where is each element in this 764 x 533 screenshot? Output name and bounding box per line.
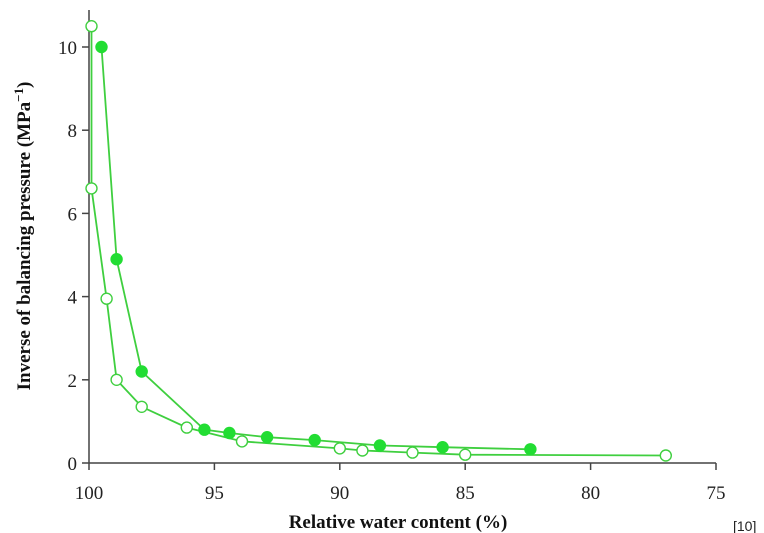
- open-data-point: [235, 435, 249, 448]
- filled-data-point: [524, 443, 537, 456]
- open-data-point: [85, 20, 98, 33]
- filled-data-point: [308, 433, 321, 447]
- y-tick-label: 8: [68, 121, 78, 142]
- x-tick-label: 95: [205, 483, 224, 504]
- open-data-point: [110, 373, 123, 386]
- open-data-point: [333, 442, 346, 455]
- open-data-point: [356, 444, 369, 457]
- y-axis-title-main: Inverse of balancing pressure (MPa: [14, 101, 35, 390]
- open-data-point: [659, 449, 672, 462]
- open-data-point: [85, 182, 98, 195]
- series-line: [90, 26, 666, 457]
- y-tick-label: 2: [68, 371, 78, 392]
- open-data-point: [459, 448, 472, 461]
- open-data-point: [406, 446, 419, 459]
- y-tick-label: 6: [68, 204, 78, 225]
- y-tick-label: 0: [68, 454, 78, 475]
- y-axis-title: Inverse of balancing pressure (MPa−1): [11, 82, 35, 391]
- open-data-point: [100, 292, 113, 305]
- reference-label: [10]: [733, 518, 756, 533]
- filled-data-point: [198, 423, 211, 436]
- series-line: [100, 46, 531, 451]
- filled-data-point: [436, 441, 449, 454]
- y-tick-label: 4: [68, 288, 78, 309]
- filled-data-point: [135, 365, 148, 378]
- x-tick-label: 100: [75, 483, 104, 504]
- filled-data-point: [260, 431, 274, 444]
- filled-data-point: [223, 426, 236, 440]
- open-data-point: [180, 421, 194, 434]
- open-data-point: [135, 400, 148, 413]
- y-axis-title-sup: −1: [11, 88, 26, 102]
- axes: [88, 10, 716, 464]
- x-axis-title: Relative water content (%): [289, 512, 508, 533]
- series: [85, 20, 672, 462]
- filled-data-point: [110, 253, 123, 266]
- ticks: 100 95 90 85 80 75 0 2 4 6 8 10: [58, 38, 726, 504]
- y-tick-label: 10: [58, 38, 77, 59]
- filled-data-point: [95, 40, 108, 54]
- x-tick-label: 80: [581, 483, 600, 504]
- filled-data-point: [373, 439, 387, 452]
- x-tick-label: 85: [456, 483, 475, 504]
- x-tick-label: 90: [330, 483, 349, 504]
- y-axis-title-close: ): [14, 82, 35, 88]
- x-tick-label: 75: [707, 483, 726, 504]
